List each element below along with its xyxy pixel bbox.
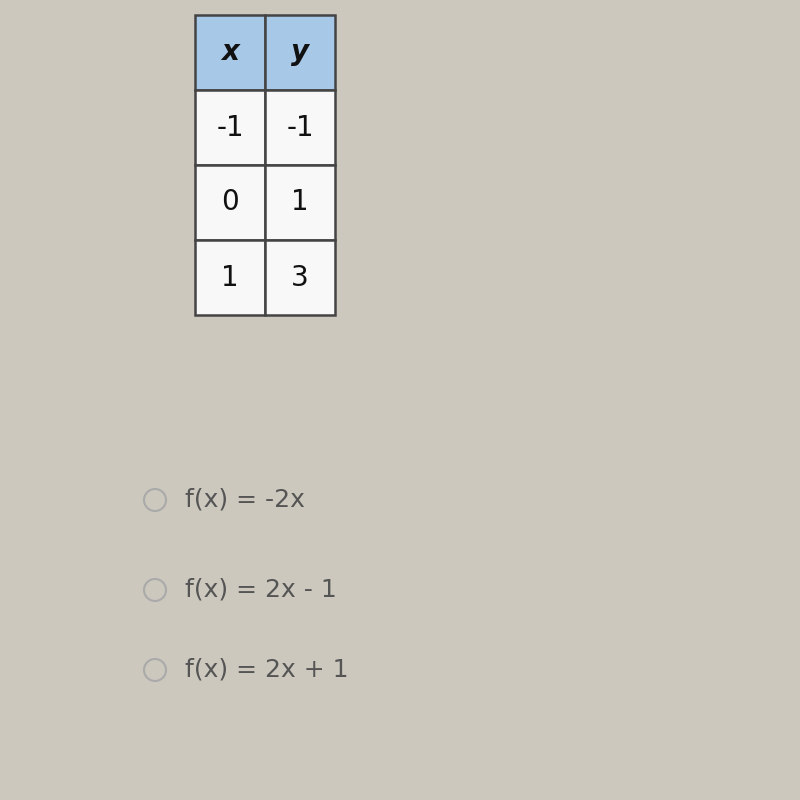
Bar [195, 15, 265, 90]
Text: 0: 0 [221, 189, 239, 217]
Text: f(x) = 2x - 1: f(x) = 2x - 1 [185, 578, 337, 602]
Bar [265, 15, 335, 90]
Text: x: x [221, 38, 239, 66]
Bar [265, 240, 335, 315]
Bar [265, 90, 335, 165]
Text: -1: -1 [216, 114, 244, 142]
Text: -1: -1 [286, 114, 314, 142]
Bar [195, 90, 265, 165]
Bar [195, 240, 265, 315]
Text: 3: 3 [291, 263, 309, 291]
Text: y: y [291, 38, 309, 66]
Text: 1: 1 [221, 263, 239, 291]
Bar [265, 165, 335, 240]
Text: f(x) = 2x + 1: f(x) = 2x + 1 [185, 658, 349, 682]
Text: f(x) = -2x: f(x) = -2x [185, 488, 305, 512]
Text: 1: 1 [291, 189, 309, 217]
Bar [195, 165, 265, 240]
